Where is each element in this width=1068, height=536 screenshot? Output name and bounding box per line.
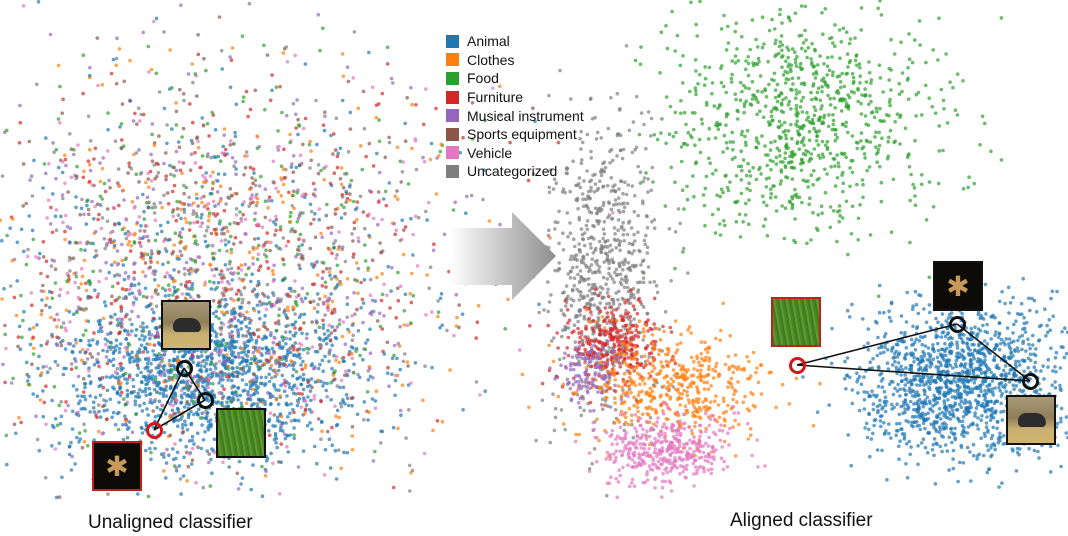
- grass-image-right: [771, 297, 821, 347]
- legend-swatch: [446, 146, 459, 160]
- legend-label: Musical instrument: [467, 107, 584, 124]
- legend-item-animal: Animal: [446, 32, 584, 51]
- node-grass-image-left: [197, 392, 214, 409]
- legend-item-clothes: Clothes: [446, 51, 584, 70]
- legend-label: Clothes: [467, 51, 515, 68]
- legend-item-furniture: Furniture: [446, 88, 584, 107]
- buffalo-image-right: [1006, 395, 1056, 445]
- legend-item-vehicle: Vehicle: [446, 144, 584, 163]
- legend-swatch: [446, 164, 459, 178]
- legend-swatch: [446, 53, 459, 67]
- node-spider-image-left: [146, 422, 163, 439]
- legend-label: Vehicle: [467, 144, 513, 161]
- legend-swatch: [446, 127, 459, 141]
- legend: Animal Clothes Food Furniture Musical instru…: [446, 32, 584, 181]
- node-grass-image-right: [789, 357, 806, 374]
- grass-image-left: [216, 408, 266, 458]
- legend-swatch: [446, 90, 459, 104]
- legend-item-sports-equipment: Sports equipment: [446, 125, 584, 144]
- node-buffalo-image-left: [176, 360, 193, 377]
- legend-label: Furniture: [467, 89, 524, 106]
- transition-arrow: [450, 212, 556, 300]
- legend-item-food: Food: [446, 69, 584, 88]
- legend-label: Sports equipment: [467, 126, 577, 143]
- legend-label: Animal: [467, 33, 510, 50]
- legend-swatch: [446, 34, 459, 48]
- spider-image-left: ✱: [92, 441, 142, 491]
- legend-item-musical-instrument: Musical instrument: [446, 106, 584, 125]
- buffalo-image-left: [161, 300, 211, 350]
- caption-unaligned: Unaligned classifier: [88, 512, 253, 533]
- legend-label: Uncategorized: [467, 163, 558, 180]
- legend-swatch: [446, 71, 459, 85]
- node-buffalo-image-right: [1022, 373, 1039, 390]
- legend-swatch: [446, 109, 459, 123]
- caption-aligned: Aligned classifier: [730, 510, 873, 531]
- node-spider-image-right: [949, 316, 966, 333]
- spider-image-right: ✱: [933, 261, 983, 311]
- legend-label: Food: [467, 70, 499, 87]
- legend-item-uncategorized: Uncategorized: [446, 162, 584, 181]
